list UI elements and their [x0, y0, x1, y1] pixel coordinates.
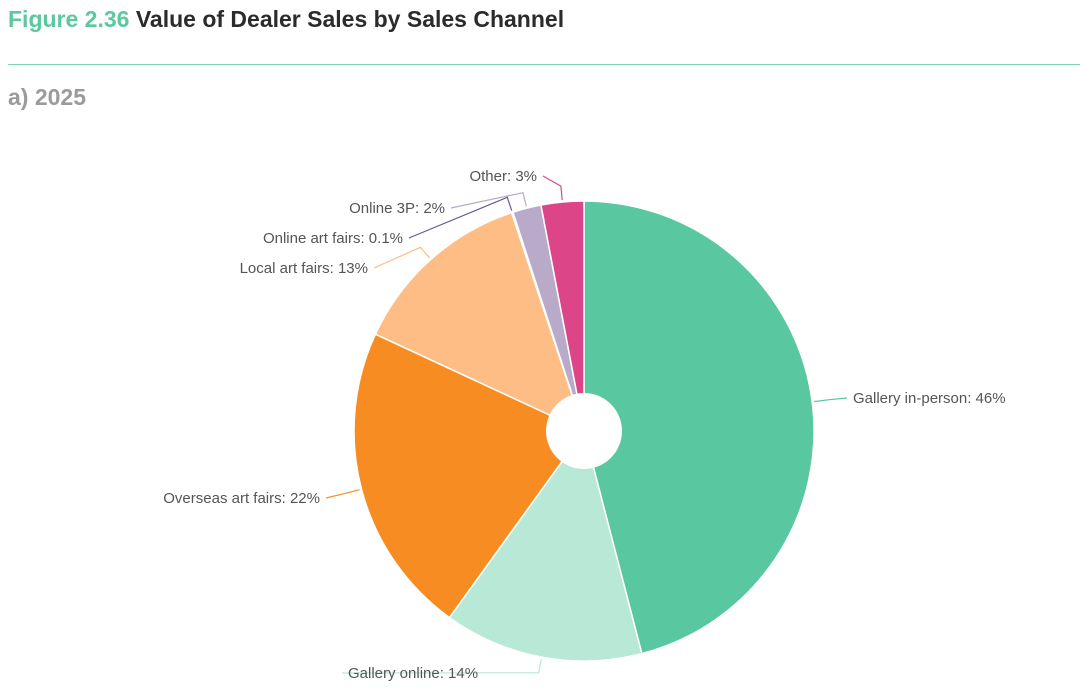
leader-line [450, 191, 527, 209]
figure-number: Figure 2.36 [8, 6, 130, 32]
slice-label: Other: 3% [469, 168, 537, 185]
header-divider [8, 64, 1080, 65]
donut-hole [546, 393, 622, 469]
slice-label: Gallery online: 14% [348, 665, 478, 682]
leader-line [341, 658, 542, 674]
leader-line [542, 175, 563, 201]
slice-label: Gallery in-person: 46% [853, 390, 1006, 407]
leader-line [325, 489, 360, 499]
pie-slice [374, 211, 586, 433]
pie-slice [448, 429, 643, 662]
pie-slice [583, 200, 815, 655]
leader-line [408, 196, 513, 239]
slice-label: Overseas art fairs: 22% [163, 490, 320, 507]
figure-header: Figure 2.36 Value of Dealer Sales by Sal… [8, 6, 564, 33]
chart-subtitle: a) 2025 [8, 84, 87, 110]
leader-line [814, 397, 848, 403]
slice-label: Online art fairs: 0.1% [263, 230, 403, 247]
slice-label: Online 3P: 2% [349, 200, 445, 217]
pie-slice [540, 200, 585, 432]
leader-line [373, 246, 431, 269]
figure-title: Value of Dealer Sales by Sales Channel [135, 6, 565, 32]
slice-label: Local art fairs: 13% [240, 260, 368, 277]
